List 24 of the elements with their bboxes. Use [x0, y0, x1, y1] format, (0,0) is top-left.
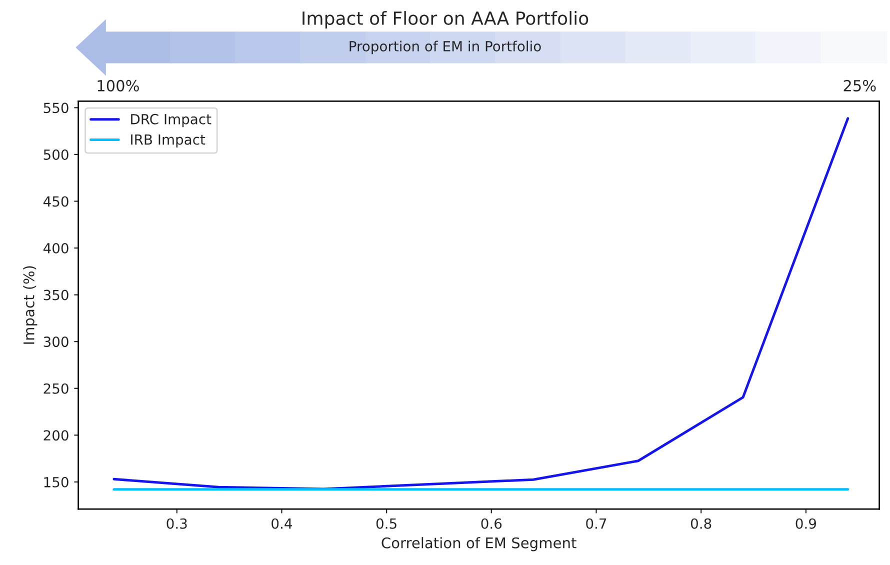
- text: 25%: [844, 80, 876, 92]
- y-tick-label: 250: [44, 383, 68, 394]
- y-tick-label: 200: [44, 430, 68, 441]
- x-tick-label: 0.7: [586, 518, 606, 529]
- y-tick-label: 500: [44, 149, 68, 160]
- y-tick-label: 400: [43, 242, 68, 254]
- chart-title: Impact of Floor on AAA Portfolio: [302, 11, 588, 29]
- x-tick-label: 0.6: [481, 518, 502, 529]
- x-tick-label: 0.4: [272, 518, 292, 529]
- legend-label: DRC Impact: [131, 114, 212, 128]
- text: 100%: [98, 80, 139, 92]
- y-tick-label: 450: [43, 196, 68, 207]
- x-axis-title: Correlation of EM Segment: [382, 537, 576, 552]
- y-tick-label: 150: [44, 476, 68, 488]
- y-tick-label: 350: [44, 290, 68, 300]
- y-tick-label: 300: [44, 336, 68, 348]
- x-tick-label: 0.3: [166, 518, 187, 529]
- x-tick-label: 0.5: [376, 518, 396, 529]
- x-tick-label: 0.8: [690, 518, 712, 529]
- legend-label: IRB Impact: [131, 134, 206, 148]
- y-tick-label: 550: [44, 102, 68, 114]
- x-tick-label: 0.9: [796, 518, 816, 529]
- text: Proportion of EM in Portfolio: [350, 40, 541, 54]
- y-axis-title: Impact (%): [23, 266, 38, 344]
